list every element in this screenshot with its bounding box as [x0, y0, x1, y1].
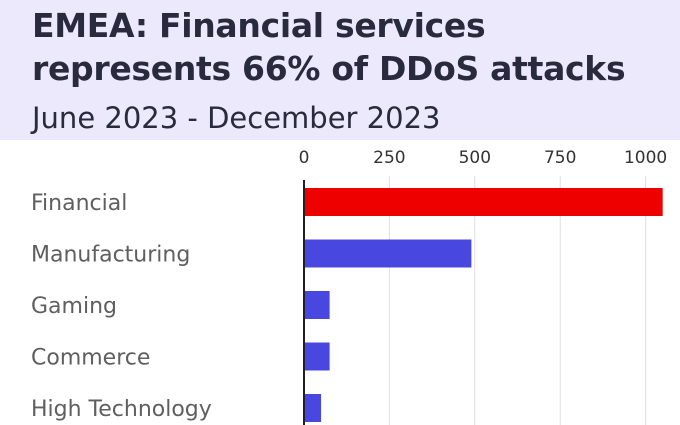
x-tick-label-0: 0: [299, 148, 310, 168]
bar-chart: 0 250 500 750 1000 Financial Manufacturing Gam…: [31, 148, 668, 425]
chart-header: EMEA: Financial services represents 66% …: [0, 0, 680, 140]
y-axis-categories: Financial Manufacturing Gaming Commerce High…: [31, 191, 212, 422]
bar-financial: [304, 188, 663, 216]
chart-title: EMEA: Financial services represents 66% …: [32, 6, 626, 88]
chart-subtitle: June 2023 - December 2023: [32, 101, 441, 135]
category-label-high-technology: High Technology: [31, 397, 212, 422]
x-tick-label-3: 750: [544, 148, 576, 168]
bar-commerce: [304, 342, 330, 371]
x-tick-label-4: 1000: [624, 148, 667, 168]
gridlines: [388, 176, 647, 425]
category-label-commerce: Commerce: [31, 346, 150, 371]
x-axis-ticks: 0 250 500 750 1000: [299, 148, 668, 168]
bar-gaming: [304, 291, 330, 319]
x-tick-label-2: 500: [459, 148, 491, 168]
category-label-manufacturing: Manufacturing: [31, 243, 190, 268]
x-tick-label-1: 250: [373, 148, 405, 168]
bar-manufacturing: [304, 239, 472, 268]
bar-high-technology: [304, 394, 322, 422]
category-label-financial: Financial: [31, 191, 127, 216]
bars: [304, 188, 663, 422]
category-label-gaming: Gaming: [31, 294, 117, 319]
